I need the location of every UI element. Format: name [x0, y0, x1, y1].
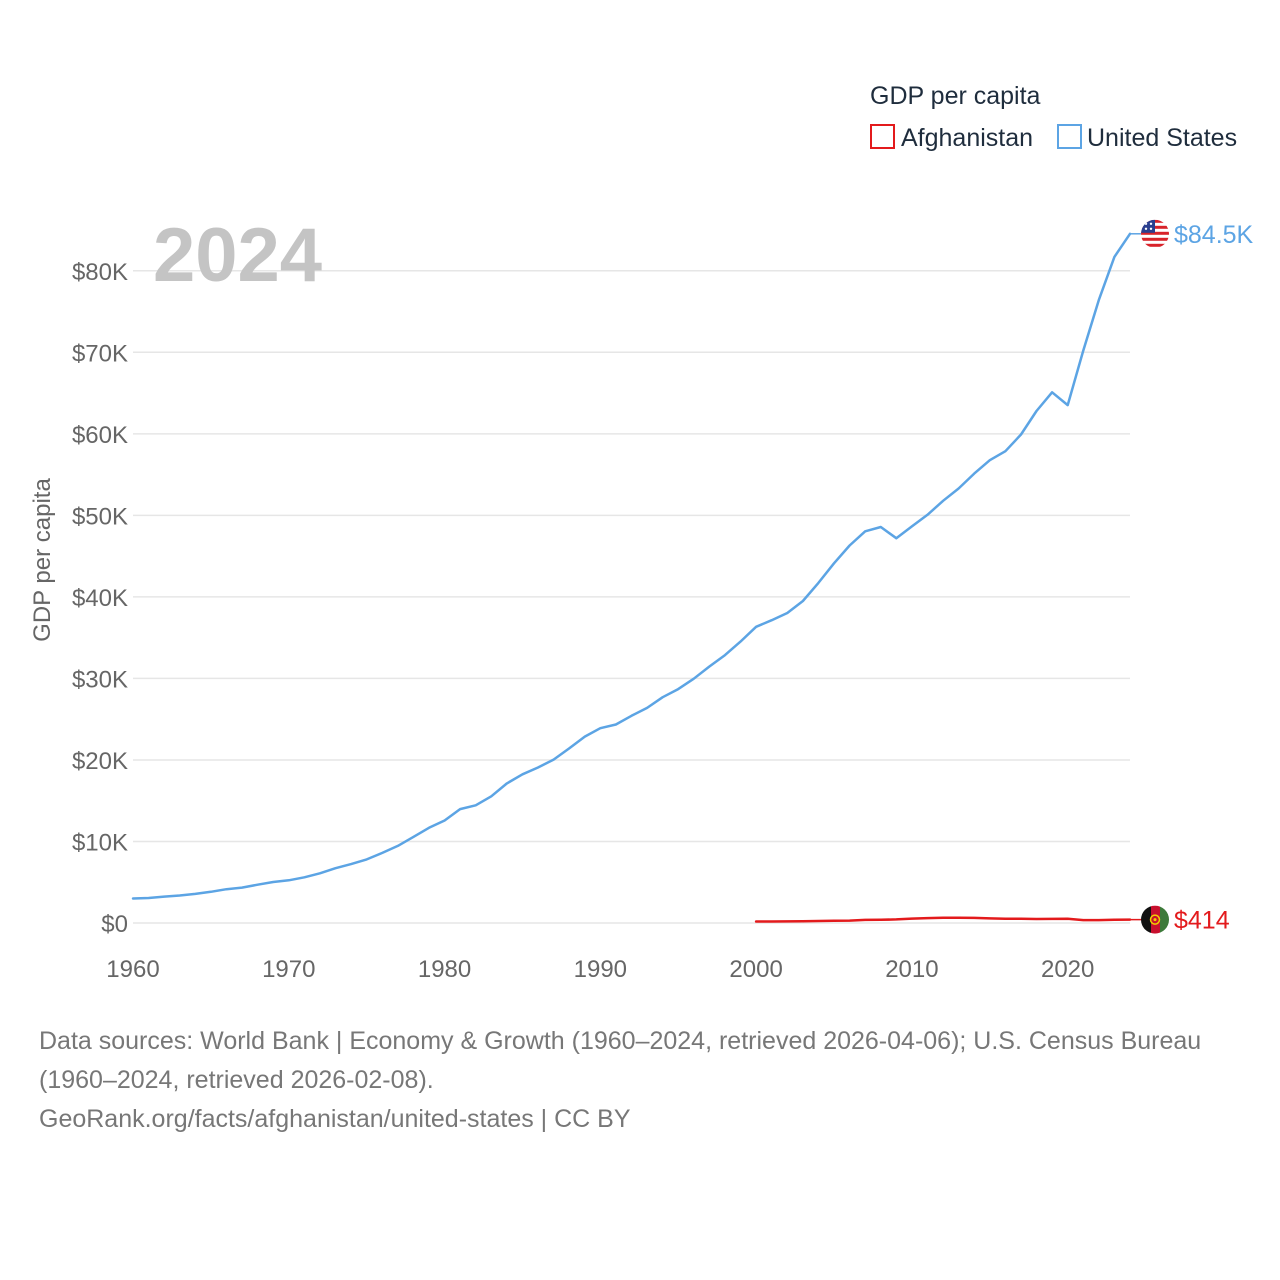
legend-label-united-states: United States: [1087, 124, 1237, 152]
y-tick-label: $80K: [72, 259, 128, 286]
y-axis-ticks: $0 $10K $20K $30K $40K $50K $60K $70K $80K: [72, 259, 128, 938]
gridlines: [133, 270, 1130, 924]
x-tick-label: 2020: [1041, 956, 1094, 983]
year-badge: 2024: [153, 213, 322, 298]
x-tick-label: 1970: [262, 956, 315, 983]
united-states-end-label: $84.5K: [1174, 221, 1254, 249]
footer: Data sources: World Bank | Economy & Gro…: [39, 1022, 1249, 1139]
y-tick-label: $10K: [72, 829, 128, 856]
x-tick-label: 1980: [418, 956, 471, 983]
y-tick-label: $30K: [72, 666, 128, 693]
legend-swatch-united-states: [1057, 124, 1082, 149]
y-axis-label: GDP per capita: [29, 478, 56, 642]
afghanistan-end-marker: $414: [1130, 905, 1230, 935]
legend: GDP per capita Afghanistan United States: [870, 82, 1237, 152]
united-states-series-line[interactable]: [131, 232, 1132, 900]
legend-label-afghanistan: Afghanistan: [901, 124, 1033, 152]
y-tick-label: $20K: [72, 748, 128, 775]
afghanistan-series-line[interactable]: [754, 916, 1132, 923]
afghanistan-end-label: $414: [1174, 907, 1230, 935]
legend-title: GDP per capita: [870, 82, 1041, 110]
legend-item-united-states[interactable]: United States: [1057, 124, 1237, 152]
x-axis-ticks: 1960 1970 1980 1990 2000 2010 2020: [106, 956, 1094, 983]
united-states-flag-icon: [1141, 219, 1169, 248]
data-sources-text: Data sources: World Bank | Economy & Gro…: [39, 1027, 1202, 1094]
y-tick-label: $60K: [72, 422, 128, 449]
legend-item-afghanistan[interactable]: Afghanistan: [870, 124, 1033, 152]
y-tick-label: $70K: [72, 340, 128, 367]
y-tick-label: $40K: [72, 585, 128, 612]
united-states-end-marker: $84.5K: [1130, 219, 1254, 249]
series-layer: [131, 232, 1132, 923]
x-tick-label: 2000: [729, 956, 782, 983]
gdp-line-chart: $0$10K$20K$30K$40K$50K$60K$70K$80K 1960 1…: [29, 82, 1254, 983]
y-tick-label: $50K: [72, 503, 128, 530]
x-tick-label: 1990: [574, 956, 627, 983]
attribution-link[interactable]: GeoRank.org/facts/afghanistan/united-sta…: [39, 1105, 631, 1133]
x-tick-label: 2010: [885, 956, 938, 983]
y-tick-label: $0: [101, 911, 128, 938]
x-tick-label: 1960: [106, 956, 159, 983]
legend-swatch-afghanistan: [870, 124, 895, 149]
afghanistan-flag-icon: [1141, 905, 1169, 934]
